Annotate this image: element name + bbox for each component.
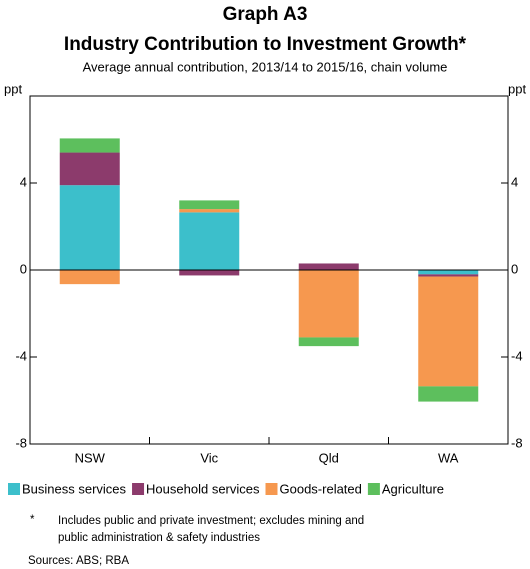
legend-swatch <box>367 483 380 495</box>
bar-segment <box>298 270 359 338</box>
chart-description: Average annual contribution, 2013/14 to … <box>83 59 448 74</box>
y-tick-label: 0 <box>20 261 27 276</box>
bar-segment <box>59 270 120 285</box>
bar-segment <box>298 263 359 270</box>
legend-swatch <box>265 483 278 495</box>
y-tick-label: -4 <box>15 348 27 363</box>
bar-segment <box>179 212 240 270</box>
bar-segment <box>418 386 479 402</box>
chart-subtitle: Industry Contribution to Investment Grow… <box>64 34 467 55</box>
y2-tick-label: 0 <box>511 261 518 276</box>
bar-segment <box>59 185 120 270</box>
plot-frame <box>29 95 509 445</box>
x-tick-label: Vic <box>200 450 218 465</box>
x-tick-label: NSW <box>75 450 106 465</box>
y-tick-label: -8 <box>15 435 27 450</box>
x-tick-label: Qld <box>319 450 339 465</box>
y-tick-label: 4 <box>20 174 27 189</box>
legend-label: Goods-related <box>280 481 362 496</box>
y-axis-label: ppt <box>4 81 22 96</box>
legend-label: Household services <box>146 481 260 496</box>
y2-axis-label: ppt <box>508 81 526 96</box>
footnote: Includes public and private investment; … <box>58 515 364 544</box>
bar-segment <box>298 337 359 347</box>
legend-swatch <box>8 483 20 495</box>
bar-segment <box>179 200 240 210</box>
sources: Sources: ABS; RBA <box>28 555 129 567</box>
chart-title: Graph A3 <box>223 4 308 25</box>
x-tick-label: WA <box>438 450 459 465</box>
y2-tick-label: -8 <box>511 435 523 450</box>
legend-label: Business services <box>22 481 127 496</box>
legend-swatch <box>132 483 145 495</box>
legend-label: Agriculture <box>382 481 444 496</box>
bar-segment <box>418 274 479 277</box>
y2-tick-label: 4 <box>511 174 518 189</box>
bar-segment <box>179 270 240 276</box>
bar-segment <box>59 152 120 186</box>
footnote-mark: * <box>30 514 35 526</box>
bar-segment <box>59 138 120 153</box>
bar-segment <box>418 276 479 387</box>
bar-segment <box>179 209 240 213</box>
bar-segment <box>418 270 479 275</box>
y2-tick-label: -4 <box>511 348 523 363</box>
